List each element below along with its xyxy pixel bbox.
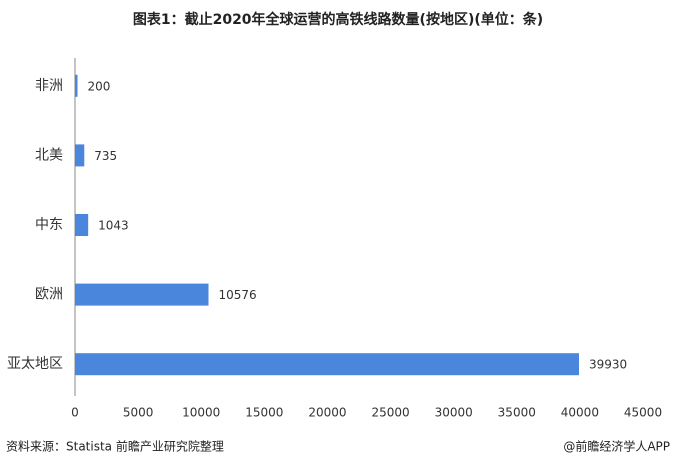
chart-title: 图表1：截止2020年全球运营的高铁线路数量(按地区)(单位：条): [133, 11, 543, 28]
credit: @前瞻经济学人APP: [563, 439, 670, 454]
x-tick-label: 25000: [371, 406, 409, 420]
bar: [75, 214, 89, 236]
y-tick-label: 欧洲: [35, 287, 63, 303]
x-tick-label: 15000: [245, 406, 283, 420]
y-tick-label: 北美: [35, 147, 63, 163]
y-tick-label: 亚太地区: [7, 356, 63, 372]
value-label: 39930: [589, 358, 627, 372]
x-tick-label: 40000: [561, 406, 599, 420]
bar: [75, 144, 85, 167]
bar: [75, 74, 78, 97]
value-label: 10576: [218, 288, 256, 302]
value-label: 1043: [98, 219, 129, 233]
x-tick-label: 45000: [624, 406, 662, 420]
x-tick-label: 0: [71, 406, 79, 420]
x-tick-label: 20000: [308, 406, 346, 420]
x-tick-label: 30000: [435, 406, 473, 420]
x-tick-label: 5000: [123, 406, 154, 420]
bar: [75, 283, 209, 306]
x-tick-label: 10000: [182, 406, 220, 420]
source-note: 资料来源：Statista 前瞻产业研究院整理: [6, 439, 224, 454]
bar: [75, 353, 580, 376]
x-tick-label: 35000: [498, 406, 536, 420]
value-label: 735: [94, 149, 117, 163]
value-label: 200: [88, 79, 111, 93]
y-tick-label: 非洲: [35, 78, 63, 94]
y-tick-label: 中东: [35, 217, 63, 233]
